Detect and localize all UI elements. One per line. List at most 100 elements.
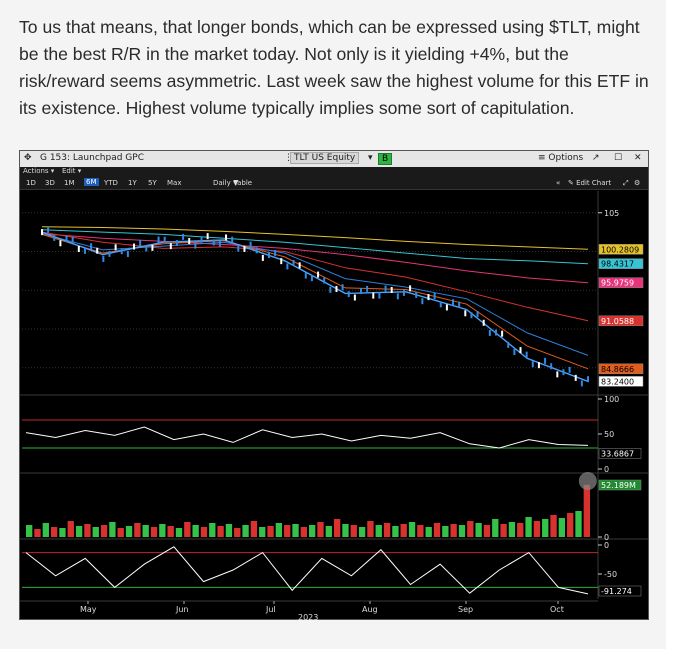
price-series-line <box>41 226 589 250</box>
volume-bar <box>100 525 108 537</box>
window-titlebar[interactable]: ✥ G 153: Launchpad GPC ⋮ TLT US Equity ▾… <box>20 151 648 167</box>
candle <box>108 250 111 257</box>
volume-bar <box>167 526 174 537</box>
candle <box>286 263 289 270</box>
candle <box>261 254 264 261</box>
options-button[interactable]: ≡ Options <box>538 153 584 163</box>
volume-bar <box>450 524 457 537</box>
candle <box>59 240 62 247</box>
volume-bar <box>350 525 357 537</box>
bloomberg-chart-window[interactable]: ✥ G 153: Launchpad GPC ⋮ TLT US Equity ▾… <box>19 150 649 621</box>
candle <box>568 366 571 373</box>
candle <box>372 292 375 299</box>
range-button-1y[interactable]: 1Y <box>128 179 137 187</box>
close-icon[interactable]: ✕ <box>634 153 642 163</box>
chart-canvas[interactable]: 105 100.2809 98.4317 95.9759 91.0588 84.8666 8… <box>20 191 648 621</box>
edit-chart-button[interactable]: ✎ Edit Chart <box>568 179 612 187</box>
candle <box>494 329 497 336</box>
oscillator-tick-label: -50 <box>604 570 617 579</box>
volume-bar <box>442 526 449 537</box>
volume-bar <box>192 525 199 537</box>
volume-bar <box>550 515 557 537</box>
x-tick-label: Sep <box>458 605 473 614</box>
security-field[interactable]: TLT US Equity <box>290 152 360 164</box>
candle <box>133 243 136 250</box>
candle <box>157 236 160 243</box>
price-value-tag <box>598 258 644 269</box>
zoom-icon[interactable]: ⤢ <box>623 179 629 187</box>
candle <box>194 242 197 249</box>
candle <box>415 291 418 298</box>
price-value-tag <box>598 244 644 255</box>
candle <box>427 294 430 301</box>
volume-bar <box>525 517 532 537</box>
period-select[interactable]: Daily ▼ <box>213 179 239 187</box>
candle <box>329 286 332 293</box>
candle <box>212 239 215 246</box>
volume-value-label: 52.189M <box>601 481 636 490</box>
candle <box>231 236 234 243</box>
candle <box>323 277 326 284</box>
collapse-icon[interactable]: « <box>556 179 561 187</box>
volume-bar <box>292 524 299 537</box>
volume-bar <box>533 521 541 537</box>
actions-menu[interactable]: Actions ▾ <box>23 167 55 175</box>
volume-bar <box>209 523 216 537</box>
candle <box>120 248 123 255</box>
volume-bar <box>433 523 441 537</box>
range-button-3d[interactable]: 3D <box>45 179 55 187</box>
candle <box>169 243 172 250</box>
volume-bar <box>500 524 507 537</box>
range-button-1d[interactable]: 1D <box>26 179 36 187</box>
volume-bar <box>558 518 566 537</box>
x-tick-label: Oct <box>550 605 564 614</box>
range-button-5y[interactable]: 5Y <box>148 179 157 187</box>
candle <box>537 362 540 369</box>
candle <box>482 319 485 326</box>
edit-menu[interactable]: Edit ▾ <box>62 167 82 175</box>
volume-bar <box>483 525 491 537</box>
candle <box>402 289 405 296</box>
candle <box>396 293 399 300</box>
candle <box>47 226 50 233</box>
square-icon[interactable]: ☐ <box>614 153 623 163</box>
candle <box>163 236 166 243</box>
candle <box>310 275 313 282</box>
volume-bar <box>134 523 141 537</box>
candle <box>65 235 68 242</box>
range-button-max[interactable]: Max <box>167 179 182 187</box>
table-tab[interactable]: Table <box>234 179 253 187</box>
gear-icon[interactable]: ⚙ <box>634 179 641 187</box>
range-button-6m[interactable]: 6M <box>84 178 99 186</box>
candle <box>292 259 295 266</box>
b-button[interactable]: B <box>378 153 393 165</box>
price-value-tag <box>598 277 644 288</box>
volume-highlight-marker <box>578 472 597 490</box>
candle <box>255 247 258 254</box>
volume-bar <box>234 528 241 537</box>
chevron-down-icon[interactable]: ▾ <box>368 153 373 163</box>
candle <box>175 240 178 247</box>
move-icon[interactable]: ✥ <box>24 153 32 163</box>
volume-bar <box>42 523 49 537</box>
article-card: To us that means, that longer bonds, whi… <box>0 0 666 649</box>
volume-bar <box>250 521 258 537</box>
rsi-tick-label: 100 <box>604 395 619 404</box>
volume-bar <box>117 528 124 537</box>
candle <box>347 291 350 298</box>
volume-bar <box>508 522 516 537</box>
volume-bar <box>383 523 391 537</box>
volume-bar <box>475 523 482 537</box>
volume-bar <box>92 527 99 537</box>
volume-bar <box>575 511 582 537</box>
range-button-ytd[interactable]: YTD <box>104 179 118 187</box>
expand-icon[interactable]: ↗ <box>592 153 600 163</box>
volume-bar <box>267 526 274 537</box>
volume-bar <box>150 527 158 537</box>
candle <box>77 246 80 253</box>
candle <box>243 245 246 252</box>
volume-tick-label: 0 <box>604 533 609 542</box>
candle <box>439 301 442 308</box>
volume-bar <box>458 525 466 537</box>
range-button-1m[interactable]: 1M <box>64 179 75 187</box>
